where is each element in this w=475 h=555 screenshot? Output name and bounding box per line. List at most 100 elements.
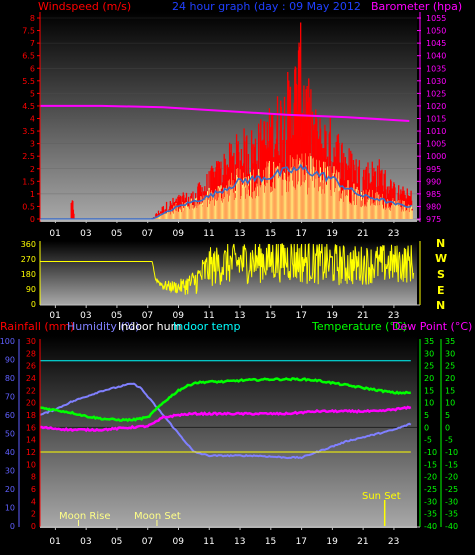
x-tick-label: 09: [172, 311, 184, 321]
barometer-tick-label: 1020: [426, 102, 446, 111]
humidity-tick-label: 90: [5, 356, 15, 365]
windspeed-tick-label: 3.5: [22, 127, 35, 136]
windspeed-axis-label: Windspeed (m/s): [38, 0, 131, 13]
x-tick-label: 05: [111, 537, 122, 547]
barometer-tick-label: 1045: [426, 39, 446, 48]
rain-tick-label: 12: [26, 448, 36, 457]
temperature-tick-label: 25: [424, 362, 434, 371]
humidity-tick-label: 30: [5, 467, 15, 476]
temperature-tick-label: -35: [424, 510, 437, 519]
windspeed-tick-label: 4.5: [22, 102, 35, 111]
x-tick-label: 13: [234, 229, 245, 239]
wind-chart: [40, 17, 417, 220]
humidity-tick-label: 10: [5, 504, 15, 513]
direction-tick-label: 0: [31, 300, 36, 309]
barometer-tick-label: 1040: [426, 52, 446, 61]
axes: 0 0.5 1 1.5 2 2.5 3 3.5 4 4.5 5 5.5 6 6.5 7 7.5 8 975 980 9…: [0, 12, 458, 547]
x-tick-label: 15: [265, 229, 276, 239]
rain-tick-label: 16: [26, 423, 36, 432]
x-tick-label: 05: [111, 229, 122, 239]
windspeed-tick-label: 0: [30, 215, 35, 224]
humidity-tick-label: 100: [0, 337, 15, 346]
temperature-line: [39, 377, 411, 423]
x-tick-label: 11: [203, 229, 214, 239]
humidity-tick-label: 40: [5, 448, 15, 457]
x-tick-label: 11: [203, 311, 214, 321]
x-tick-label: 17: [296, 311, 307, 321]
humidity-tick-label: 50: [5, 430, 15, 439]
rain-tick-label: 4: [31, 497, 36, 506]
temperature-tick-label: -15: [424, 460, 437, 469]
dewpoint-tick-label: -25: [445, 485, 458, 494]
dewpoint-tick-label: -15: [445, 460, 458, 469]
moon-set-label: Moon Set: [134, 511, 181, 522]
rain-tick-label: 22: [26, 386, 36, 395]
dewpoint-tick-label: 25: [445, 362, 455, 371]
windspeed-tick-label: 6: [30, 64, 35, 73]
x-tick-label: 01: [49, 311, 60, 321]
x-tick-label: 03: [80, 311, 91, 321]
windspeed-tick-label: 0.5: [22, 202, 35, 211]
compass-w: W: [435, 252, 447, 265]
barometer-tick-label: 1035: [426, 64, 446, 73]
windspeed-tick-label: 2: [30, 165, 35, 174]
dewpoint-tick-label: 30: [445, 349, 455, 358]
legend-indoor-temp: Indoor temp: [173, 320, 240, 333]
legend-humidity: Humidity (%): [67, 320, 139, 333]
humidity-line: [39, 382, 412, 460]
dewpoint-tick-label: -5: [445, 436, 453, 445]
humidity-tick-label: 70: [5, 393, 15, 402]
barometer-tick-label: 1000: [426, 152, 446, 161]
direction-tick-label: 180: [21, 270, 36, 279]
windspeed-tick-label: 8: [30, 14, 35, 23]
x-tick-label: 19: [326, 537, 338, 547]
temperature-tick-label: -5: [424, 436, 432, 445]
wind-average-line: [40, 163, 413, 220]
barometer-tick-label: 1025: [426, 89, 446, 98]
temperature-tick-label: 35: [424, 337, 434, 346]
windspeed-tick-label: 7: [30, 39, 35, 48]
x-tick-label: 19: [326, 311, 338, 321]
windspeed-tick-label: 5.5: [22, 77, 35, 86]
barometer-tick-label: 1055: [426, 14, 446, 23]
dewpoint-tick-label: 10: [445, 399, 455, 408]
legend-temperature: Temperature (°C): [311, 320, 407, 333]
rain-tick-label: 10: [26, 460, 36, 469]
x-tick-label: 01: [49, 229, 60, 239]
x-tick-label: 19: [326, 229, 338, 239]
dewpoint-line: [39, 405, 412, 433]
x-tick-label: 21: [357, 537, 368, 547]
temperature-tick-label: 30: [424, 349, 434, 358]
temperature-tick-label: -40: [424, 522, 437, 531]
windspeed-tick-label: 7.5: [22, 27, 35, 36]
rain-tick-label: 20: [26, 399, 36, 408]
rain-tick-label: 26: [26, 362, 36, 371]
rain-tick-label: 2: [31, 510, 36, 519]
barometer-tick-label: 1015: [426, 115, 446, 124]
dewpoint-tick-label: -10: [445, 448, 458, 457]
dewpoint-tick-label: -20: [445, 473, 458, 482]
windspeed-tick-label: 3: [30, 140, 35, 149]
windspeed-tick-label: 6.5: [22, 52, 35, 61]
dewpoint-tick-label: 20: [445, 374, 455, 383]
barometer-tick-label: 990: [426, 177, 441, 186]
barometer-tick-label: 1005: [426, 140, 446, 149]
barometer-tick-label: 985: [426, 190, 441, 199]
temperature-tick-label: 15: [424, 386, 434, 395]
temperature-tick-label: 5: [424, 411, 429, 420]
x-tick-label: 09: [172, 537, 184, 547]
barometer-tick-label: 975: [426, 215, 441, 224]
temperature-tick-label: -25: [424, 485, 437, 494]
rain-tick-label: 14: [26, 436, 36, 445]
x-tick-label: 21: [357, 311, 368, 321]
humidity-tick-label: 20: [5, 485, 15, 494]
legend-dew-point: Dew Point (°C): [392, 320, 472, 333]
x-tick-label: 23: [388, 311, 399, 321]
x-tick-label: 15: [265, 311, 276, 321]
direction-tick-label: 360: [21, 240, 36, 249]
x-tick-label: 17: [296, 537, 307, 547]
dewpoint-tick-label: 15: [445, 386, 455, 395]
humidity-tick-label: 0: [10, 522, 15, 531]
direction-chart: [40, 243, 415, 295]
